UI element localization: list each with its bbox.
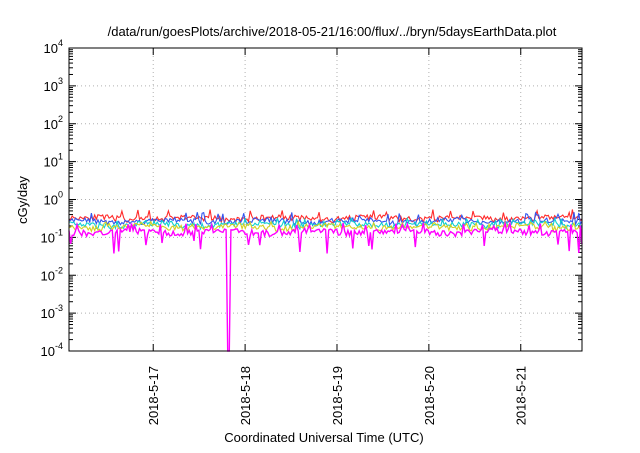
series-line (68, 208, 583, 225)
y-tick-label: 102 (44, 114, 63, 132)
plot-frame (68, 47, 583, 352)
y-axis-label: cGy/day (15, 176, 30, 224)
series-line (68, 216, 583, 231)
series-line (68, 211, 583, 227)
x-tick-label: 2018-5-18 (238, 366, 253, 425)
y-tick-label: 100 (44, 190, 63, 208)
y-tick-label: 10-1 (41, 227, 63, 245)
y-tick-label: 10-2 (41, 265, 63, 283)
y-tick-label: 104 (44, 38, 63, 56)
series-line (68, 219, 583, 234)
x-tick-label: 2018-5-21 (514, 366, 529, 425)
y-tick-label: 10-4 (41, 341, 63, 359)
x-tick-label: 2018-5-17 (146, 366, 161, 425)
x-axis-label: Coordinated Universal Time (UTC) (224, 430, 423, 445)
y-tick-label: 101 (44, 152, 63, 170)
x-tick-label: 2018-5-20 (422, 366, 437, 425)
y-tick-label: 10-3 (41, 303, 63, 321)
plot-area: 10-4 10-3 10-2 10-1 100 101 102 103 104 2018-5-17… (41, 38, 583, 425)
x-tick-label: 2018-5-19 (330, 366, 345, 425)
chart-title: /data/run/goesPlots/archive/2018-05-21/1… (108, 24, 557, 39)
series-line (68, 220, 583, 352)
y-tick-label: 103 (44, 76, 63, 94)
